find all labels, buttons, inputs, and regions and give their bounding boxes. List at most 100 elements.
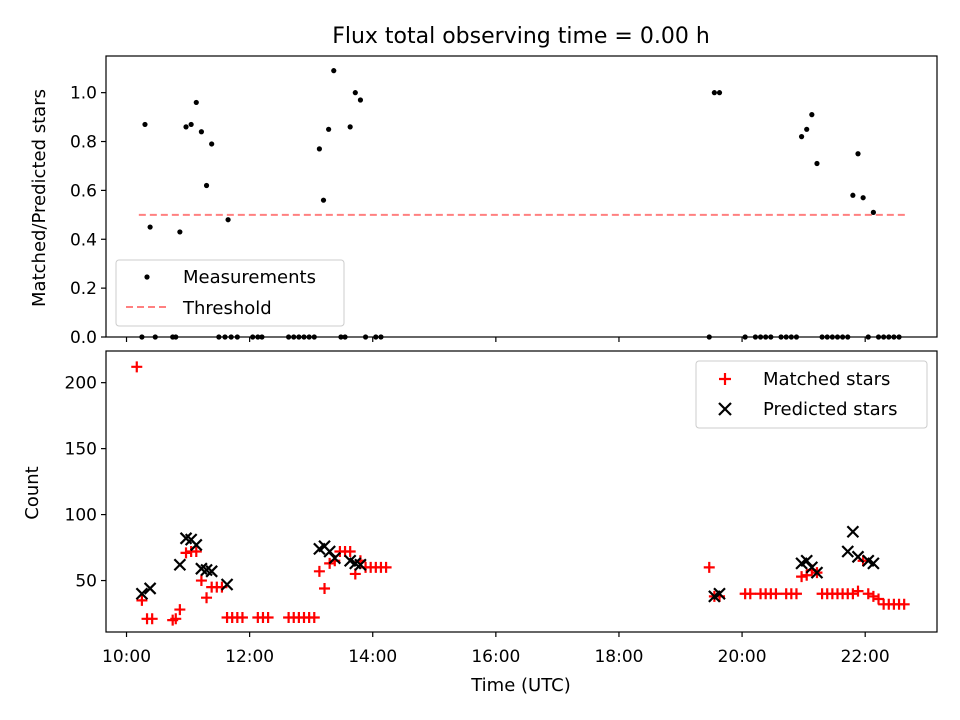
bottom-x-tick-label: 10:00 xyxy=(102,647,151,667)
measurement-point xyxy=(193,99,199,106)
measurement-point xyxy=(331,68,337,74)
bottom-plot-marks xyxy=(131,361,910,626)
predicted-stars-point xyxy=(851,550,865,564)
matched-stars-point xyxy=(195,575,207,587)
legend-measurements-marker xyxy=(144,274,150,280)
predicted-stars-point xyxy=(173,558,187,571)
top-y-tick-label: 0.0 xyxy=(70,328,97,348)
predicted-stars-point xyxy=(846,525,860,539)
legend-predicted-marker xyxy=(718,402,732,416)
measurement-point xyxy=(352,90,358,96)
matched-stars-point xyxy=(131,361,143,373)
predicted-stars-point xyxy=(190,538,203,552)
bottom-x-tick-label: 12:00 xyxy=(225,647,274,667)
matched-stars-point xyxy=(873,593,885,605)
measurement-point xyxy=(809,112,815,118)
measurement-point xyxy=(209,141,215,147)
measurement-point xyxy=(804,126,810,132)
matched-stars-point xyxy=(236,611,248,623)
top-y-tick-label: 0.2 xyxy=(70,279,97,299)
matched-stars-point xyxy=(898,598,910,610)
legend-threshold-label: Threshold xyxy=(182,298,272,319)
measurement-point xyxy=(860,195,866,201)
measurement-point xyxy=(198,129,205,135)
top-plot-frame xyxy=(105,55,938,338)
legend-matched-marker xyxy=(719,373,731,385)
matched-stars-point xyxy=(170,613,182,625)
predicted-stars-point xyxy=(810,566,824,579)
legend-matched-label: Matched stars xyxy=(763,369,890,390)
matched-stars-point xyxy=(852,585,864,597)
matched-stars-point xyxy=(201,592,213,604)
bottom-y-tick-label: 200 xyxy=(65,374,97,394)
measurement-point xyxy=(711,90,717,96)
measurement-point xyxy=(183,124,189,130)
measurement-point xyxy=(225,217,231,223)
measurement-point xyxy=(188,121,194,128)
matched-stars-point xyxy=(744,588,756,600)
top-y-ticks: 0.0 0.2 0.4 0.6 0.8 1.0 xyxy=(70,84,106,348)
bottom-legend-box xyxy=(695,360,928,429)
predicted-stars-point xyxy=(841,545,855,558)
bottom-y-tick-label: 100 xyxy=(65,506,97,526)
top-legend: Measurements Threshold xyxy=(115,259,345,327)
matched-stars-point xyxy=(796,571,808,583)
measurement-point xyxy=(716,90,723,96)
measurement-point xyxy=(347,124,353,130)
predicted-stars-point xyxy=(328,551,342,565)
measurement-point xyxy=(357,97,364,103)
matched-stars-point xyxy=(319,582,331,594)
bottom-x-tick-label: 16:00 xyxy=(471,647,520,667)
matched-stars-point xyxy=(146,613,158,625)
top-y-tick-label: 0.8 xyxy=(70,133,97,153)
matched-stars-point xyxy=(703,561,715,573)
bottom-y-tick-label: 150 xyxy=(65,440,97,460)
measurement-point xyxy=(142,121,148,128)
top-y-axis-label: Matched/Predicted stars xyxy=(29,89,50,307)
measurement-point xyxy=(320,197,327,203)
matched-stars-point xyxy=(344,546,356,558)
legend-predicted-label: Predicted stars xyxy=(763,399,897,420)
measurement-point xyxy=(855,151,861,157)
predicted-stars-point xyxy=(220,578,234,591)
top-panel: Flux total observing time = 0.00 h Match… xyxy=(29,24,938,348)
legend-measurements-label: Measurements xyxy=(183,267,316,288)
matched-stars-point xyxy=(136,594,148,606)
bottom-legend: Matched stars Predicted stars xyxy=(695,360,928,429)
matched-stars-point xyxy=(313,565,325,577)
predicted-stars-point xyxy=(713,587,726,601)
matched-stars-point xyxy=(308,611,320,623)
matched-stars-point xyxy=(380,561,392,573)
bottom-y-tick-label: 50 xyxy=(75,572,97,592)
matched-stars-point xyxy=(262,611,274,623)
predicted-stars-point xyxy=(354,558,367,571)
top-legend-box xyxy=(115,259,345,327)
measurement-point xyxy=(326,126,332,132)
bottom-x-ticks: 10:00 12:00 14:00 16:00 18:00 20:00 22:00 xyxy=(102,632,890,667)
matched-stars-point xyxy=(180,547,192,559)
bottom-x-tick-label: 14:00 xyxy=(348,647,397,667)
predicted-stars-point xyxy=(143,582,157,595)
bottom-x-tick-label: 22:00 xyxy=(841,647,890,667)
top-plot-marks xyxy=(138,68,907,340)
measurement-point xyxy=(814,160,820,167)
top-x-tick-marks xyxy=(125,337,866,342)
measurement-point xyxy=(870,209,876,215)
bottom-y-ticks: 50 100 150 200 xyxy=(65,374,106,592)
measurement-point xyxy=(147,224,153,230)
measurement-point xyxy=(316,146,322,152)
top-y-tick-label: 0.4 xyxy=(70,230,97,250)
bottom-x-tick-label: 18:00 xyxy=(594,647,643,667)
bottom-plot-frame xyxy=(105,350,938,633)
matched-stars-point xyxy=(770,588,782,600)
bottom-y-axis-label: Count xyxy=(22,466,43,519)
predicted-stars-point xyxy=(867,557,880,570)
measurement-point xyxy=(177,229,183,235)
chart-title: Flux total observing time = 0.00 h xyxy=(332,24,710,49)
matched-stars-point xyxy=(190,546,202,558)
predicted-stars-point xyxy=(135,587,149,601)
top-y-tick-label: 0.6 xyxy=(70,181,97,201)
